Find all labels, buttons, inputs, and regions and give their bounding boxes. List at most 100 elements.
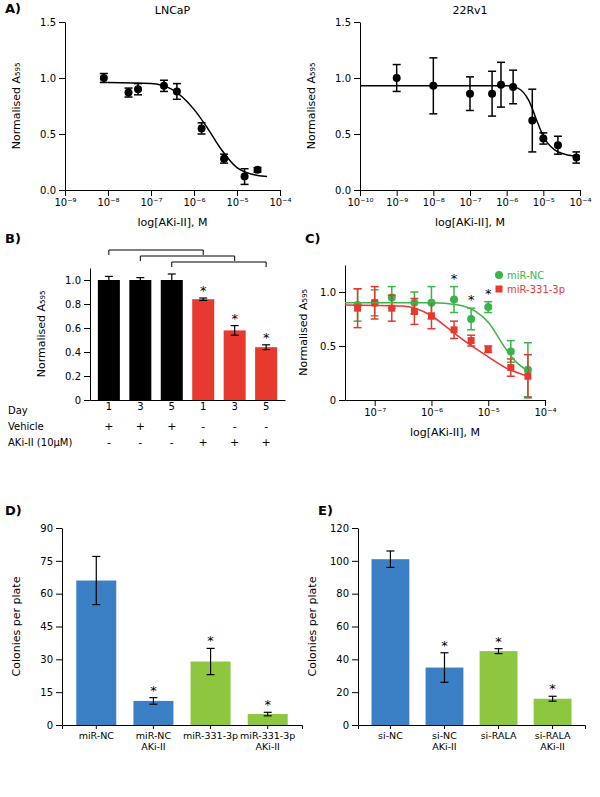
- tick: 0: [330, 395, 345, 406]
- tick-label: 0: [75, 395, 81, 406]
- error-bar: [168, 274, 176, 286]
- tick: 1: [200, 400, 206, 412]
- tick: miR-NCAKi-II: [136, 725, 172, 752]
- tick-label: 10⁻⁵: [478, 407, 500, 418]
- legend: miR-NCmiR-331-3p: [495, 270, 565, 295]
- data-point: [393, 74, 401, 82]
- tick: 45: [40, 621, 62, 632]
- tick: 10⁻⁹: [54, 190, 76, 208]
- tick-mark: [84, 376, 90, 377]
- error-bar: [149, 698, 157, 705]
- tick-label: 0: [47, 720, 53, 731]
- figure: 10⁻⁹10⁻⁸10⁻⁷10⁻⁶10⁻⁵10⁻⁴0.00.51.01.5LNCa…: [0, 0, 600, 797]
- y-axis-title: Colonies per plate: [306, 576, 319, 676]
- data-point: [450, 296, 458, 304]
- chart: miR-NCmiR-NCAKi-IImiR-331-3pmiR-331-3pAK…: [10, 523, 303, 752]
- data-point: [254, 166, 262, 174]
- tick-mark: [84, 304, 90, 305]
- x-axis: si-NCsi-NCAKi-IIsi-RALAsi-RALAAKi-II: [359, 725, 586, 752]
- tick: 30: [40, 654, 62, 665]
- error-bar: [92, 556, 100, 604]
- bar: [372, 559, 410, 725]
- error-bar: [572, 152, 580, 163]
- bracket: [109, 250, 203, 255]
- annotation: *: [485, 286, 492, 301]
- tick-label: 90: [40, 523, 53, 534]
- fit-curve: [345, 303, 528, 371]
- x-axis-title: log[AKi-II], M: [410, 426, 480, 439]
- error-bar: [264, 712, 272, 716]
- panel-label: A): [5, 1, 21, 16]
- bar: [133, 701, 173, 725]
- tick: 10⁻⁴: [269, 190, 291, 208]
- tick-mark: [580, 190, 581, 196]
- annotation: *: [549, 681, 556, 696]
- tick: 100: [330, 556, 358, 567]
- data-point: [134, 85, 142, 93]
- bar: [161, 280, 183, 400]
- y-axis: 0.00.51.01.5: [40, 17, 65, 196]
- tick-mark: [56, 594, 62, 595]
- tick-mark: [470, 190, 471, 196]
- plot-area: [76, 556, 287, 725]
- y-axis-title: Normalised A₅₉₅: [305, 63, 318, 150]
- tick: 0.6: [65, 323, 90, 334]
- row-cell: -: [201, 420, 205, 433]
- tick-label: 100: [330, 556, 349, 567]
- error-bar: [497, 62, 505, 107]
- fit-curve: [108, 82, 267, 176]
- tick-label: 0.0: [335, 185, 351, 196]
- bracket: [140, 256, 234, 261]
- tick-mark: [56, 659, 62, 660]
- row-label: Day: [8, 405, 28, 416]
- error-bar: [450, 287, 458, 313]
- tick-mark: [84, 280, 90, 281]
- chart: 10⁻⁷10⁻⁶10⁻⁵10⁻⁴00.51.0***miR-NCmiR-331-…: [297, 266, 565, 440]
- tick: 5: [169, 400, 175, 412]
- row-label: Vehicle: [8, 421, 44, 432]
- tick-label: miR-NCAKi-II: [136, 730, 172, 752]
- tick: 10⁻⁴: [534, 400, 556, 418]
- tick: 0.8: [65, 299, 90, 310]
- tick-mark: [354, 78, 360, 79]
- annotation: *: [263, 330, 270, 345]
- row-cell: +: [104, 420, 113, 433]
- plot-area: [360, 58, 580, 163]
- tick-mark: [194, 190, 195, 196]
- tick-label: 120: [330, 523, 349, 534]
- tick: 10⁻¹⁰: [347, 190, 373, 208]
- row-cell: -: [233, 420, 237, 433]
- tick-label: 10⁻¹⁰: [347, 197, 373, 208]
- tick-mark: [339, 400, 345, 401]
- annotation: *: [207, 633, 214, 648]
- bar: [224, 330, 246, 400]
- tick-mark: [56, 528, 62, 529]
- tick-label: 10⁻⁴: [269, 197, 291, 208]
- chart-title: LNCaP: [155, 4, 191, 17]
- tick: 60: [40, 588, 62, 599]
- error-bar: [495, 649, 503, 654]
- annotation: *: [231, 311, 238, 326]
- tick-label: 30: [40, 654, 53, 665]
- annotation: *: [451, 271, 458, 286]
- axis-line: [358, 529, 359, 726]
- annotation: *: [468, 292, 475, 307]
- tick: 75: [40, 556, 62, 567]
- tick-mark: [339, 292, 345, 293]
- tick: 1.0: [320, 287, 345, 298]
- tick-mark: [352, 659, 358, 660]
- error-bar: [125, 88, 133, 97]
- axis-line: [360, 23, 361, 191]
- tick-mark: [151, 190, 152, 196]
- error-bar: [524, 355, 532, 398]
- x-axis: 10⁻⁷10⁻⁶10⁻⁵10⁻⁴: [346, 400, 557, 418]
- tick-mark: [352, 692, 358, 693]
- legend-marker: [496, 286, 503, 293]
- tick-label: si-NC: [378, 730, 403, 741]
- tick-label: 10⁻⁵: [226, 197, 248, 208]
- plot-area: [345, 287, 532, 398]
- panel-label: D): [5, 503, 22, 518]
- row-cell: +: [136, 420, 145, 433]
- tick-label: 10⁻⁹: [386, 197, 408, 208]
- plot-area: [372, 551, 572, 725]
